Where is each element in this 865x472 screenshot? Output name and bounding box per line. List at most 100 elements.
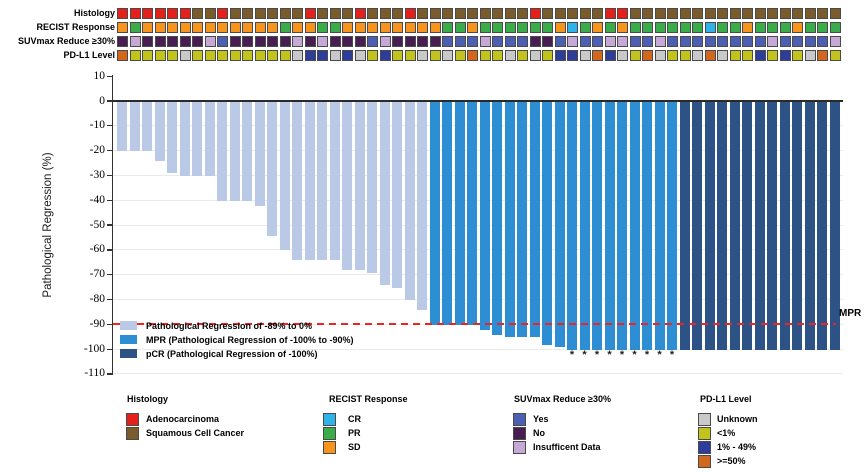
asterisk-bar-41: * [619, 349, 625, 361]
track-cell-recist-36 [554, 22, 566, 33]
track-cell-histology-10 [229, 8, 241, 19]
bar-32-mpr [504, 101, 515, 338]
track-cell-histology-19 [342, 8, 353, 19]
track-cell-histology-38 [579, 8, 591, 19]
track-cell-suvmax-54 [779, 36, 791, 47]
track-cell-recist-14 [279, 22, 291, 33]
track-cell-suvmax-11 [242, 36, 253, 47]
bar-49-pcr [717, 101, 727, 350]
track-cell-recist-56 [804, 22, 816, 33]
track-cell-histology-30 [479, 8, 491, 19]
y-tick-label--110: -110 [84, 367, 105, 380]
track-cell-recist-30 [479, 22, 491, 33]
track-cell-recist-55 [792, 22, 803, 33]
track-cell-pdl1-8 [204, 50, 216, 61]
track-cell-histology-8 [204, 8, 216, 19]
track-cell-pdl1-27 [442, 50, 453, 61]
bar-40-mpr [604, 101, 615, 350]
track-cell-pdl1-32 [504, 50, 516, 61]
gridline--100 [113, 348, 843, 350]
track-cell-suvmax-1 [117, 36, 128, 47]
track-cell-recist-44 [654, 22, 666, 33]
track-cell-histology-55 [792, 8, 803, 19]
track-cell-pdl1-23 [392, 50, 403, 61]
bar-3-reg [142, 101, 152, 152]
y-tick--10 [107, 125, 112, 127]
track-cell-recist-20 [354, 22, 366, 33]
track-cell-recist-15 [292, 22, 303, 33]
legend-label-recist-SD: SD [348, 442, 361, 452]
bar-52-pcr [754, 101, 765, 350]
bar-1-reg [117, 101, 127, 152]
legend-label-pdl1-L: <1% [717, 428, 736, 438]
track-cell-pdl1-26 [429, 50, 441, 61]
track-cell-histology-6 [179, 8, 191, 19]
track-cell-recist-18 [329, 22, 341, 33]
track-cell-pdl1-53 [767, 50, 778, 61]
track-cell-pdl1-25 [417, 50, 428, 61]
track-cell-suvmax-12 [254, 36, 266, 47]
track-cell-histology-53 [767, 8, 778, 19]
track-cell-suvmax-9 [217, 36, 228, 47]
track-cell-suvmax-4 [154, 36, 166, 47]
bar-46-pcr [679, 101, 690, 350]
track-label-pdl1: PD-L1 Level [63, 50, 115, 60]
track-cell-recist-39 [592, 22, 603, 33]
track-cell-histology-14 [279, 8, 291, 19]
y-tick--80 [107, 298, 112, 301]
zero-line [113, 100, 843, 102]
track-cell-pdl1-52 [754, 50, 766, 61]
track-cell-pdl1-22 [379, 50, 391, 61]
track-cell-histology-34 [529, 8, 541, 19]
y-tick--60 [107, 249, 112, 251]
track-label-histology: Histology [73, 8, 115, 18]
mpr-reference-line [113, 323, 836, 326]
track-cell-suvmax-39 [592, 36, 603, 47]
track-cell-pdl1-34 [529, 50, 541, 61]
series-legend-swatch-reg [120, 321, 137, 330]
track-cell-pdl1-39 [592, 50, 603, 61]
bar-43-mpr [642, 101, 652, 350]
legend-group-title-suvmax: SUVmax Reduce ≥30% [514, 394, 611, 404]
track-cell-suvmax-29 [467, 36, 478, 47]
track-cell-pdl1-48 [704, 50, 716, 61]
y-tick-label--50: -50 [89, 218, 105, 231]
track-cell-suvmax-52 [754, 36, 766, 47]
y-tick--50 [107, 224, 112, 226]
gridline--50 [113, 224, 843, 226]
bar-18-reg [329, 101, 340, 261]
track-cell-suvmax-28 [454, 36, 466, 47]
track-cell-suvmax-57 [817, 36, 828, 47]
bar-9-reg [217, 101, 227, 201]
track-cell-suvmax-35 [542, 36, 553, 47]
y-tick-label--100: -100 [83, 342, 105, 355]
track-cell-pdl1-58 [829, 50, 841, 61]
asterisk-bar-39: * [594, 349, 600, 361]
bar-44-mpr [654, 101, 665, 350]
legend-label-suvmax-Y: Yes [533, 414, 549, 424]
track-cell-pdl1-17 [317, 50, 328, 61]
track-cell-suvmax-13 [267, 36, 278, 47]
track-cell-recist-26 [429, 22, 441, 33]
legend-swatch-suvmax-Y [513, 413, 526, 426]
track-cell-suvmax-46 [679, 36, 691, 47]
track-cell-suvmax-34 [529, 36, 541, 47]
y-tick--110 [107, 373, 112, 375]
bar-56-pcr [804, 101, 815, 350]
track-cell-histology-41 [617, 8, 628, 19]
y-tick-label-10: 10 [93, 69, 106, 82]
bar-48-pcr [704, 101, 715, 350]
track-cell-histology-11 [242, 8, 253, 19]
track-cell-histology-54 [779, 8, 791, 19]
series-legend-label-reg: Pathological Regression of -89% to 0% [146, 320, 313, 331]
track-cell-suvmax-36 [554, 36, 566, 47]
track-cell-suvmax-16 [304, 36, 316, 47]
track-cell-pdl1-4 [154, 50, 166, 61]
track-cell-recist-52 [754, 22, 766, 33]
legend-swatch-recist-CR [323, 413, 336, 426]
track-cell-suvmax-53 [767, 36, 778, 47]
series-legend-swatch-mpr [120, 335, 137, 344]
track-cell-histology-43 [642, 8, 653, 19]
track-cell-suvmax-17 [317, 36, 328, 47]
asterisk-bar-42: * [632, 349, 637, 361]
